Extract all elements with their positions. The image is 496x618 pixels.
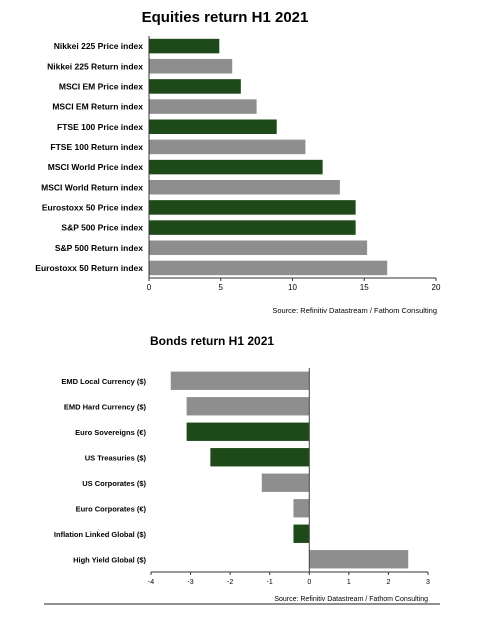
x-tick-label: 0 bbox=[307, 579, 311, 586]
bar bbox=[170, 371, 310, 390]
bar bbox=[149, 159, 323, 175]
category-label: Nikkei 225 Return index bbox=[47, 61, 143, 71]
category-label: Euro Corporates (€) bbox=[76, 504, 147, 513]
x-tick-label: -1 bbox=[267, 579, 273, 586]
bar bbox=[309, 550, 409, 569]
bar bbox=[293, 499, 310, 518]
bar bbox=[149, 119, 277, 135]
x-tick-label: 15 bbox=[360, 283, 369, 292]
category-label: S&P 500 Price index bbox=[61, 223, 143, 233]
category-label: EMD Local Currency ($) bbox=[61, 377, 146, 386]
category-label: FTSE 100 Return index bbox=[50, 142, 143, 152]
category-label: Eurostoxx 50 Price index bbox=[42, 202, 143, 212]
bar bbox=[149, 79, 241, 94]
category-label: US Treasuries ($) bbox=[85, 453, 147, 462]
category-label: US Corporates ($) bbox=[82, 479, 146, 488]
category-label: MSCI World Price index bbox=[48, 162, 144, 172]
bar bbox=[149, 38, 220, 54]
bar bbox=[149, 240, 368, 256]
bar bbox=[261, 473, 310, 492]
bar bbox=[149, 58, 233, 74]
category-label: MSCI EM Price index bbox=[59, 81, 143, 91]
bar bbox=[186, 397, 310, 416]
bar bbox=[210, 448, 310, 467]
category-label: Eurostoxx 50 Return index bbox=[35, 263, 143, 273]
category-label: High Yield Global ($) bbox=[73, 555, 146, 564]
equities-source-note: Source: Refinitiv Datastream / Fathom Co… bbox=[272, 306, 437, 315]
bonds-source-note: Source: Refinitiv Datastream / Fathom Co… bbox=[274, 596, 428, 603]
x-tick-label: -3 bbox=[187, 579, 193, 586]
x-tick-label: 20 bbox=[432, 283, 441, 292]
equities-chart: Equities return H1 2021 Nikkei 225 Price… bbox=[35, 9, 441, 315]
x-tick-label: 10 bbox=[288, 283, 297, 292]
equities-chart-title: Equities return H1 2021 bbox=[142, 9, 309, 26]
category-label: MSCI EM Return index bbox=[52, 102, 143, 112]
category-label: S&P 500 Return index bbox=[55, 243, 143, 253]
x-tick-label: 3 bbox=[426, 579, 430, 586]
bar bbox=[149, 139, 306, 155]
x-tick-label: -4 bbox=[148, 579, 154, 586]
x-tick-label: 0 bbox=[147, 283, 152, 292]
x-tick-label: 2 bbox=[386, 579, 390, 586]
bar bbox=[149, 200, 356, 215]
bar bbox=[293, 524, 310, 543]
category-label: Inflation Linked Global ($) bbox=[54, 530, 147, 539]
bar bbox=[149, 99, 257, 114]
category-label: Euro Sovereigns (€) bbox=[75, 428, 146, 437]
category-label: EMD Hard Currency ($) bbox=[64, 402, 147, 411]
x-tick-label: 5 bbox=[219, 283, 224, 292]
x-tick-label: 1 bbox=[347, 579, 351, 586]
bar bbox=[149, 220, 356, 235]
category-label: MSCI World Return index bbox=[41, 182, 143, 192]
bar bbox=[186, 422, 310, 441]
bar bbox=[149, 179, 340, 195]
bonds-chart-title: Bonds return H1 2021 bbox=[150, 334, 274, 348]
category-label: Nikkei 225 Price index bbox=[54, 41, 144, 51]
bonds-chart: Bonds return H1 2021 EMD Local Currency … bbox=[44, 334, 440, 605]
category-label: FTSE 100 Price index bbox=[57, 122, 143, 132]
x-tick-label: -2 bbox=[227, 579, 233, 586]
bar bbox=[149, 260, 388, 276]
